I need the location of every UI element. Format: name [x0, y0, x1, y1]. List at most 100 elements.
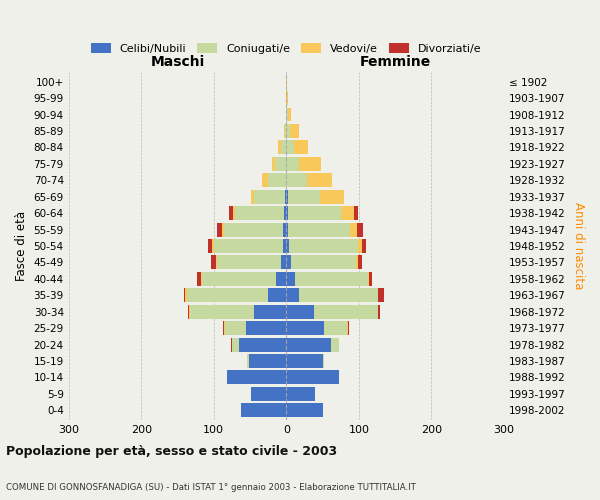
Bar [286, 321, 324, 335]
Bar [217, 222, 223, 236]
Bar [254, 304, 286, 318]
Bar [368, 272, 369, 286]
Bar [289, 222, 350, 236]
Bar [369, 272, 372, 286]
Bar [286, 140, 293, 154]
Bar [348, 321, 349, 335]
Bar [189, 304, 190, 318]
Bar [286, 370, 338, 384]
Bar [233, 206, 235, 220]
Text: Popolazione per età, sesso e stato civile - 2003: Popolazione per età, sesso e stato civil… [6, 444, 337, 458]
Y-axis label: Fasce di età: Fasce di età [15, 211, 28, 281]
Bar [247, 321, 286, 335]
Bar [262, 174, 268, 187]
Bar [314, 304, 378, 318]
Bar [286, 108, 288, 122]
Bar [254, 190, 285, 203]
Bar [248, 354, 286, 368]
Bar [320, 190, 344, 203]
Bar [293, 140, 308, 154]
Text: Femmine: Femmine [359, 56, 431, 70]
Bar [214, 239, 283, 253]
Bar [289, 206, 341, 220]
Bar [286, 222, 289, 236]
Bar [272, 157, 275, 171]
Bar [239, 338, 286, 351]
Bar [281, 140, 286, 154]
Bar [288, 108, 292, 122]
Bar [379, 288, 383, 302]
Bar [358, 239, 362, 253]
Bar [331, 338, 338, 351]
Bar [286, 256, 290, 270]
Bar [276, 272, 286, 286]
Bar [350, 222, 358, 236]
Bar [223, 222, 224, 236]
Bar [356, 256, 358, 270]
Text: Maschi: Maschi [151, 56, 205, 70]
Bar [223, 321, 224, 335]
Bar [247, 354, 248, 368]
Bar [208, 239, 212, 253]
Bar [362, 239, 366, 253]
Bar [307, 174, 332, 187]
Bar [286, 272, 295, 286]
Bar [286, 239, 289, 253]
Bar [212, 239, 214, 253]
Bar [232, 338, 239, 351]
Bar [286, 304, 314, 318]
Bar [185, 288, 187, 302]
Bar [241, 404, 286, 417]
Bar [217, 256, 281, 270]
Bar [202, 272, 276, 286]
Bar [187, 288, 268, 302]
Bar [286, 338, 331, 351]
Bar [358, 256, 362, 270]
Bar [227, 370, 286, 384]
Bar [251, 387, 286, 401]
Bar [211, 256, 216, 270]
Bar [290, 124, 299, 138]
Bar [286, 157, 299, 171]
Bar [283, 222, 286, 236]
Bar [289, 239, 358, 253]
Bar [286, 74, 287, 88]
Bar [286, 404, 323, 417]
Bar [285, 190, 286, 203]
Bar [324, 321, 347, 335]
Bar [283, 239, 286, 253]
Bar [323, 354, 324, 368]
Bar [268, 288, 286, 302]
Bar [216, 256, 217, 270]
Bar [295, 272, 368, 286]
Bar [378, 288, 379, 302]
Bar [284, 206, 286, 220]
Bar [286, 387, 316, 401]
Bar [285, 124, 286, 138]
Bar [288, 190, 320, 203]
Legend: Celibi/Nubili, Coniugati/e, Vedovi/e, Divorziati/e: Celibi/Nubili, Coniugati/e, Vedovi/e, Di… [86, 39, 486, 58]
Bar [284, 124, 285, 138]
Bar [286, 91, 288, 105]
Bar [224, 222, 283, 236]
Bar [341, 206, 354, 220]
Bar [190, 304, 254, 318]
Bar [299, 288, 378, 302]
Bar [358, 222, 363, 236]
Bar [286, 124, 290, 138]
Bar [286, 288, 299, 302]
Bar [275, 157, 286, 171]
Bar [299, 157, 321, 171]
Bar [286, 174, 307, 187]
Bar [278, 140, 281, 154]
Bar [379, 304, 380, 318]
Bar [290, 256, 356, 270]
Bar [229, 206, 233, 220]
Bar [286, 190, 288, 203]
Bar [184, 288, 185, 302]
Bar [251, 190, 254, 203]
Bar [347, 321, 348, 335]
Text: COMUNE DI GONNOSFANADIGA (SU) - Dati ISTAT 1° gennaio 2003 - Elaborazione TUTTIT: COMUNE DI GONNOSFANADIGA (SU) - Dati IST… [6, 484, 416, 492]
Y-axis label: Anni di nascita: Anni di nascita [572, 202, 585, 290]
Bar [286, 206, 289, 220]
